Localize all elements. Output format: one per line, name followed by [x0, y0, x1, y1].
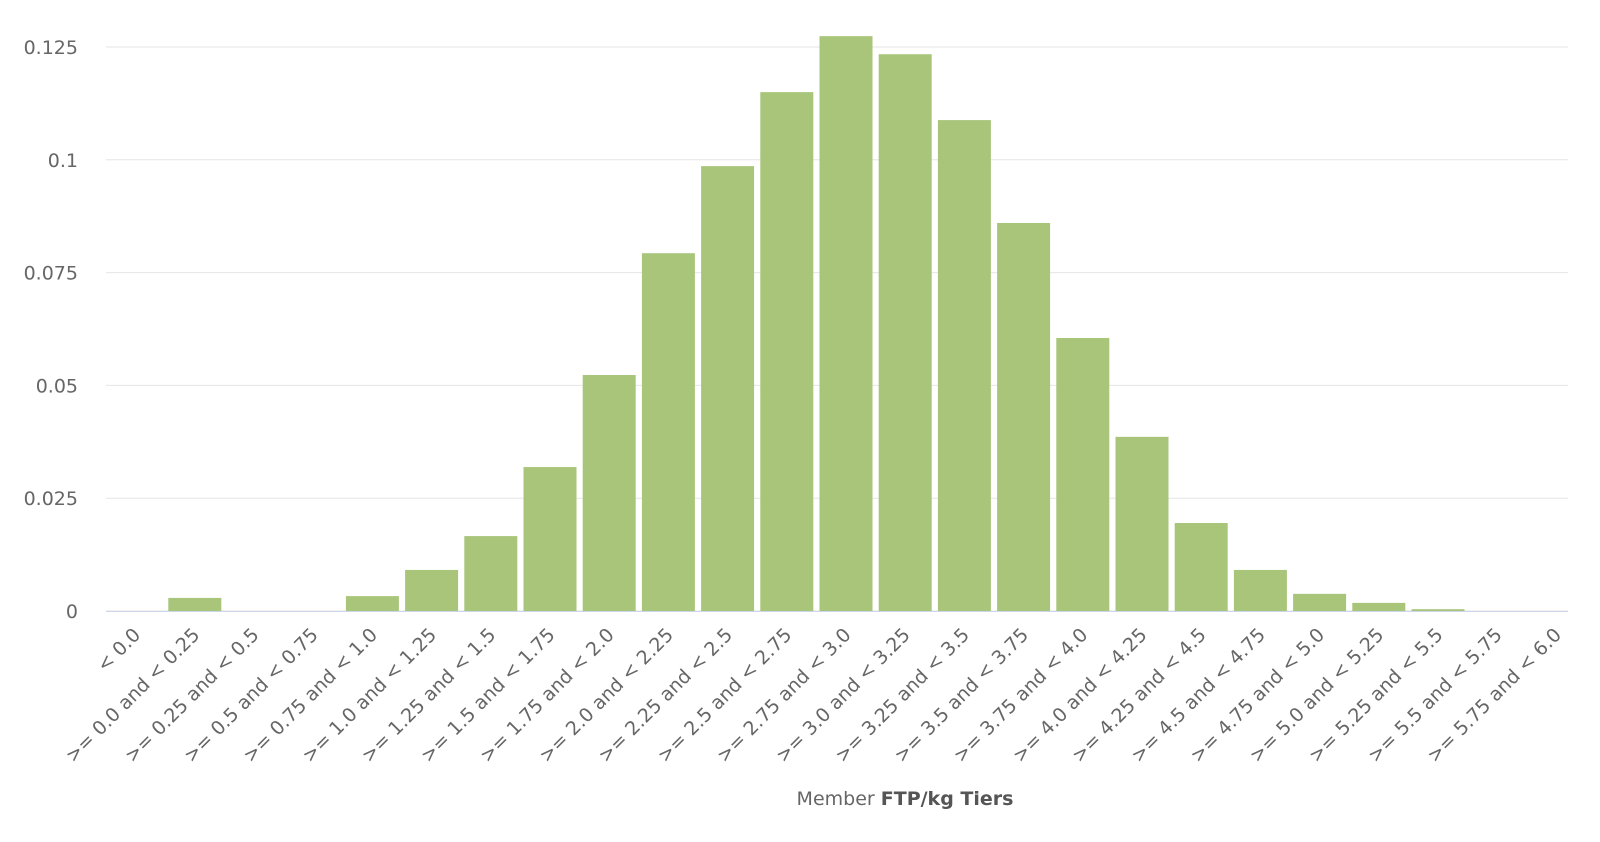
- x-axis-title: Member FTP/kg Tiers: [797, 788, 1014, 810]
- bar: [168, 597, 222, 611]
- bar: [405, 569, 459, 611]
- bar: [1115, 436, 1169, 611]
- bar: [345, 596, 399, 611]
- bar: [1233, 569, 1287, 611]
- bar: [1352, 602, 1406, 611]
- y-tick-label: 0.05: [36, 375, 78, 397]
- bar: [1411, 609, 1465, 611]
- bar: [464, 536, 518, 611]
- bar: [819, 36, 873, 611]
- x-axis-title-bold: FTP/kg Tiers: [881, 788, 1014, 810]
- bar: [760, 92, 814, 612]
- bar: [997, 222, 1051, 611]
- bar: [523, 467, 577, 611]
- y-tick-label: 0.025: [24, 488, 78, 510]
- x-tick-label: < 0.0: [93, 624, 145, 676]
- x-axis-title-prefix: Member: [797, 788, 875, 810]
- y-tick-label: 0: [66, 601, 78, 623]
- bar: [701, 166, 755, 611]
- bar: [1174, 523, 1228, 611]
- y-tick-label: 0.125: [24, 37, 78, 59]
- bar: [641, 253, 695, 611]
- y-tick-label: 0.075: [24, 263, 78, 285]
- bar: [937, 120, 991, 612]
- y-tick-label: 0.1: [48, 150, 78, 172]
- bar: [1293, 593, 1347, 611]
- bar: [878, 54, 932, 612]
- bar: [582, 375, 636, 611]
- bar: [1056, 338, 1110, 611]
